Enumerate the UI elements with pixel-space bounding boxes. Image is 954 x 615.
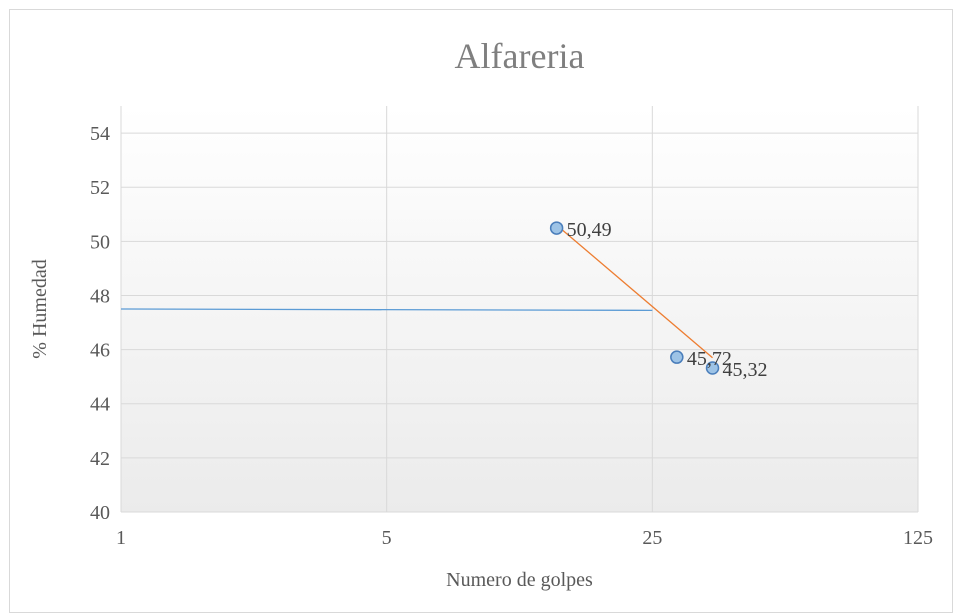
y-tick-label: 40 bbox=[90, 502, 110, 524]
data-label: 45,72 bbox=[687, 348, 732, 370]
data-label: 50,49 bbox=[567, 219, 612, 241]
x-tick-labels: 1 5 25 125 bbox=[116, 527, 933, 549]
y-tick-label: 48 bbox=[90, 285, 110, 307]
y-tick-label: 50 bbox=[90, 231, 110, 253]
x-tick-label: 25 bbox=[642, 527, 662, 549]
x-tick-label: 1 bbox=[116, 527, 126, 549]
x-tick-label: 125 bbox=[903, 527, 933, 549]
y-tick-label: 42 bbox=[90, 448, 110, 470]
y-tick-labels: 40 42 44 46 48 50 52 54 bbox=[90, 123, 110, 524]
y-tick-label: 54 bbox=[90, 123, 110, 145]
reference-line bbox=[120, 308, 653, 312]
data-point bbox=[705, 361, 720, 375]
data-point bbox=[549, 221, 564, 235]
x-tick-label: 5 bbox=[382, 527, 392, 549]
trend-line bbox=[556, 224, 713, 359]
chart-title: Alfareria bbox=[455, 36, 585, 76]
data-point bbox=[670, 350, 684, 364]
data-points bbox=[549, 221, 720, 375]
x-axis-title: Numero de golpes bbox=[446, 569, 593, 591]
data-label: 45,32 bbox=[723, 359, 768, 381]
y-tick-label: 52 bbox=[90, 177, 110, 199]
y-gridlines bbox=[121, 132, 918, 513]
y-tick-label: 44 bbox=[90, 394, 110, 416]
y-tick-label: 46 bbox=[90, 340, 110, 362]
y-axis-title: % Humedad bbox=[29, 259, 51, 358]
